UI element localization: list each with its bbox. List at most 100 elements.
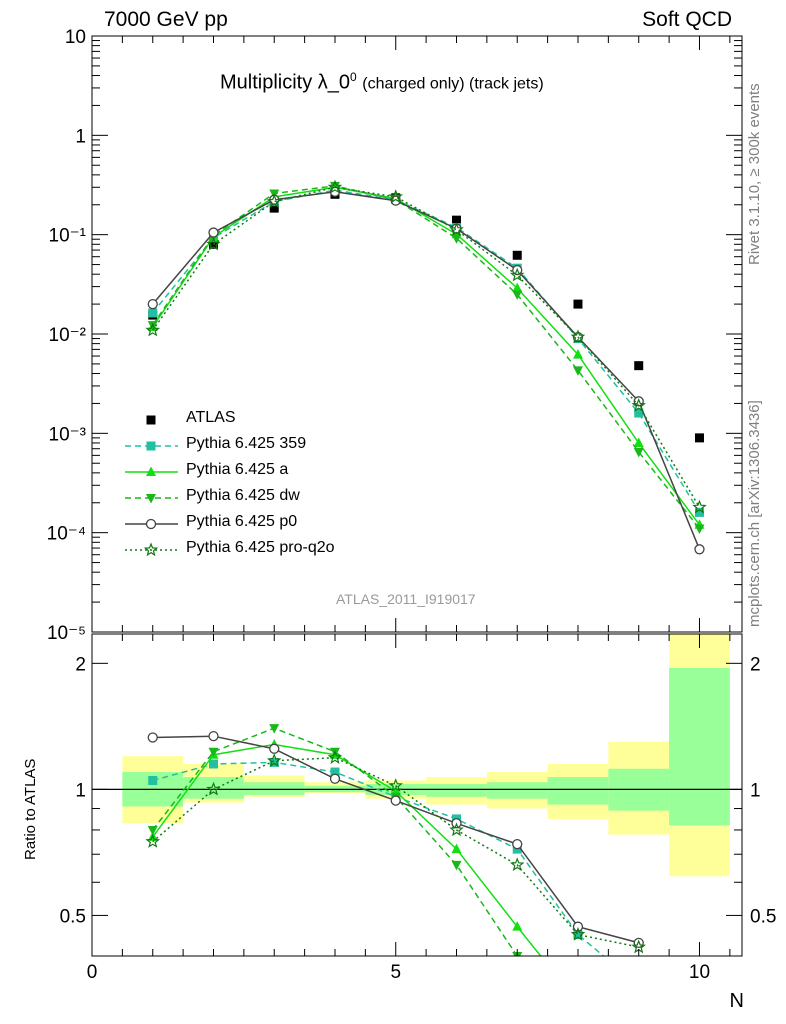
y-tick-label-main-1: 10⁻⁴ — [47, 524, 86, 545]
header-right-label: Soft QCD — [642, 8, 732, 31]
ratio-series-3-point-6 — [451, 860, 462, 871]
y-tick-label-main-3: 10⁻² — [49, 325, 87, 346]
legend-label-pythia-a: Pythia 6.425 a — [186, 461, 289, 478]
ratio-series-1-point-9 — [634, 981, 643, 990]
axes-frame: 0 5 10 10⁻⁵ 10⁻⁴ 10⁻³ 10⁻² 10⁻¹ 1 10 0.5 0.5 1 1 2 2 — [47, 27, 777, 983]
ratio-series-1-point-2 — [208, 759, 218, 769]
series-5-point-8 — [570, 329, 586, 344]
y-tick-label-ratio-right-2: 2 — [750, 654, 761, 675]
series-0-point-10 — [694, 433, 704, 443]
y-tick-label-ratio-left-0.5: 0.5 — [60, 906, 86, 927]
ratio-series-5-point-7 — [509, 857, 525, 872]
legend-label-pythia-359: Pythia 6.425 359 — [186, 435, 307, 452]
series-5-point-10 — [692, 499, 707, 514]
series-1-point-1 — [148, 308, 158, 318]
series-3-point-7 — [512, 290, 523, 300]
series-5-point-9 — [631, 397, 646, 412]
ratio-series-4-point-7 — [512, 838, 523, 850]
y-tick-label-main-5: 1 — [75, 126, 86, 147]
ratio-series-5-point-4 — [327, 750, 343, 764]
ratio-series-1-point-3 — [269, 757, 279, 767]
main-series-group — [145, 179, 707, 555]
series-5-point-7 — [509, 267, 525, 282]
ratio-series-2-point-8 — [573, 997, 583, 1007]
ratio-uncertainty-bands — [92, 634, 742, 877]
series-0-point-8 — [573, 299, 583, 309]
mcplots-reference-label: mcplots.cern.ch [arXiv:1306.3436] — [746, 400, 763, 627]
ratio-series-3-point-2 — [208, 747, 219, 758]
legend-marker-3 — [146, 494, 156, 504]
ratio-series-4-point-4 — [329, 773, 341, 784]
series-0-point-6 — [451, 215, 461, 225]
series-3-point-10 — [694, 524, 705, 535]
plot-title: Multiplicity λ_00 (charged only) (track … — [220, 70, 544, 95]
y-tick-label-main-0: 10⁻⁵ — [47, 623, 86, 644]
ratio-series-1-point-1 — [148, 776, 158, 786]
series-4-line — [152, 191, 701, 550]
ratio-series-5-point-8 — [570, 926, 586, 941]
series-0-point-7 — [512, 250, 522, 260]
ratio-y-axis-label: Ratio to ATLAS — [22, 758, 39, 860]
series-0-point-3 — [269, 203, 279, 213]
y-tick-label-main-2: 10⁻³ — [49, 424, 87, 445]
series-5-point-3 — [266, 193, 282, 208]
series-3-point-9 — [633, 447, 644, 458]
ratio-series-1-point-4 — [330, 767, 340, 777]
ratio-series-5-point-5 — [388, 778, 403, 792]
ratio-series-5-point-2 — [206, 781, 221, 796]
legend-label-pythia-p0: Pythia 6.425 p0 — [186, 513, 298, 530]
legend-marker-1 — [146, 441, 156, 451]
ratio-series-2-point-7 — [512, 921, 523, 931]
ratio-series-4-point-5 — [390, 795, 401, 806]
legend-marker-5 — [143, 542, 159, 557]
ratio-series-5-point-6 — [449, 822, 464, 837]
series-2-point-7 — [512, 282, 523, 293]
band-inner-2 — [183, 777, 244, 799]
series-5-point-4 — [327, 179, 343, 194]
header-left-label: 7000 GeV pp — [104, 8, 228, 31]
series-4-point-1 — [147, 298, 158, 310]
rivet-version-label: Rivet 3.1.10, ≥ 300k events — [746, 83, 763, 265]
ratio-series-5-line — [152, 756, 639, 948]
title-main: Multiplicity λ_0 — [220, 71, 351, 94]
ratio-series-4-point-2 — [208, 731, 219, 742]
ratio-series-group — [145, 724, 646, 1007]
ratio-panel-frame — [91, 633, 743, 957]
series-3-line — [152, 185, 701, 530]
series-5-line — [152, 186, 701, 508]
series-5-point-6 — [449, 222, 464, 236]
title-superscript: 0 — [350, 70, 357, 84]
band-inner-3 — [243, 782, 305, 795]
series-4-point-2 — [208, 227, 219, 238]
series-4-point-10 — [694, 544, 705, 555]
ratio-series-1-point-8 — [573, 930, 583, 940]
y-tick-label-main-6: 10 — [65, 27, 86, 48]
band-inner-8 — [547, 777, 609, 805]
series-1-line — [152, 189, 701, 513]
legend-markers — [125, 415, 178, 557]
y-tick-label-ratio-left-2: 2 — [75, 654, 86, 675]
band-inner-10 — [669, 667, 730, 826]
x-tick-label-0: 0 — [87, 962, 98, 983]
ratio-series-4-point-8 — [572, 921, 584, 932]
ratio-series-3-point-1 — [147, 825, 158, 836]
y-tick-label-ratio-right-1: 1 — [750, 780, 761, 801]
band-inner-7 — [486, 782, 548, 799]
series-2-point-8 — [572, 349, 583, 359]
ratio-series-4-point-1 — [147, 732, 158, 743]
ratio-series-5-point-3 — [266, 753, 282, 768]
legend-marker-4 — [145, 518, 157, 530]
x-tick-label-5: 5 — [390, 962, 401, 983]
series-1-point-10 — [694, 507, 704, 517]
ratio-series-5-point-1 — [145, 834, 161, 848]
series-3-point-8 — [572, 366, 583, 376]
band-inner-6 — [426, 783, 487, 797]
series-5-point-5 — [388, 189, 403, 204]
series-5-point-2 — [206, 236, 221, 251]
series-1-point-9 — [634, 408, 644, 418]
x-tick-label-10: 10 — [689, 962, 710, 983]
legend-label-atlas: ATLAS — [186, 409, 236, 426]
ratio-series-2-point-6 — [451, 843, 462, 854]
legend-label-pythia-dw: Pythia 6.425 dw — [186, 487, 300, 504]
